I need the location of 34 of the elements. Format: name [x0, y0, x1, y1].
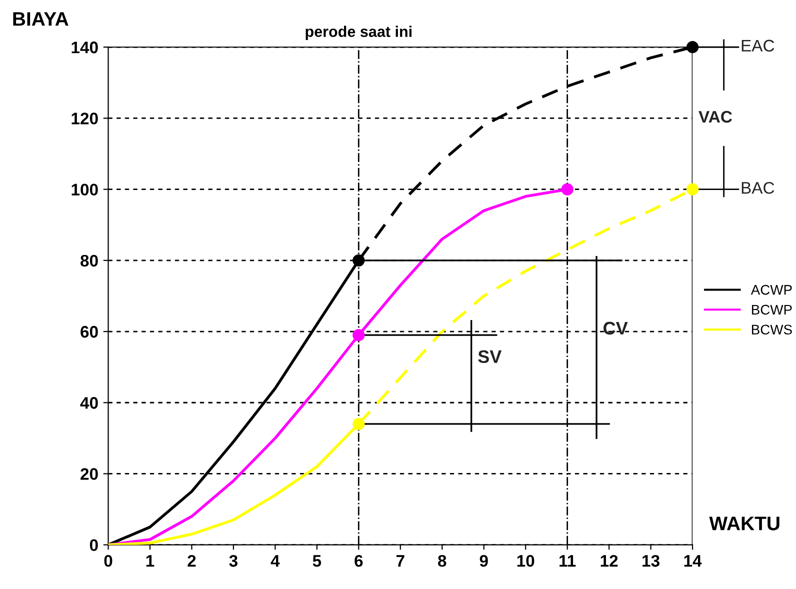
text: EAC	[742, 40, 774, 52]
x-tick-label: 6	[354, 554, 363, 567]
x-tick-label: 11	[560, 555, 576, 567]
y-tick-label: 40	[80, 397, 98, 409]
y-tick-label: 140	[72, 42, 98, 54]
y-tick-label: 60	[80, 326, 98, 338]
x-tick-label: 13	[642, 554, 660, 567]
x-axis-title: WAKTU	[709, 516, 780, 530]
x-tick-label: 5	[312, 555, 322, 567]
y-tick-label: 20	[80, 468, 98, 480]
x-tick-label: 4	[270, 555, 280, 567]
text: VAC	[698, 110, 732, 123]
x-tick-label: 3	[229, 554, 238, 567]
y-tick-label: 80	[80, 254, 98, 267]
x-tick-label: 1	[146, 555, 154, 567]
legend-label: BCWS	[752, 324, 792, 335]
annotation: SV	[478, 350, 502, 364]
x-tick-label: 12	[600, 554, 618, 567]
legend-label: BCWP	[752, 304, 792, 315]
x-tick-label: 0	[104, 554, 112, 567]
x-tick-label: 14	[684, 555, 702, 567]
x-tick-label: 2	[188, 554, 196, 567]
annotation: CV	[604, 322, 628, 335]
y-axis-title: BIAYA	[13, 12, 68, 26]
legend-label: ACWP	[750, 284, 792, 295]
text: BAC	[742, 182, 774, 194]
x-tick-label: 9	[480, 554, 488, 567]
ref-line-label: perode saat ini	[306, 26, 412, 40]
y-tick-label: 120	[72, 112, 98, 124]
y-tick-label: 100	[72, 184, 98, 196]
x-tick-label: 7	[396, 555, 404, 567]
x-tick-label: 8	[438, 554, 446, 567]
y-tick-label: 0	[90, 539, 98, 552]
x-tick-label: 10	[517, 554, 534, 567]
